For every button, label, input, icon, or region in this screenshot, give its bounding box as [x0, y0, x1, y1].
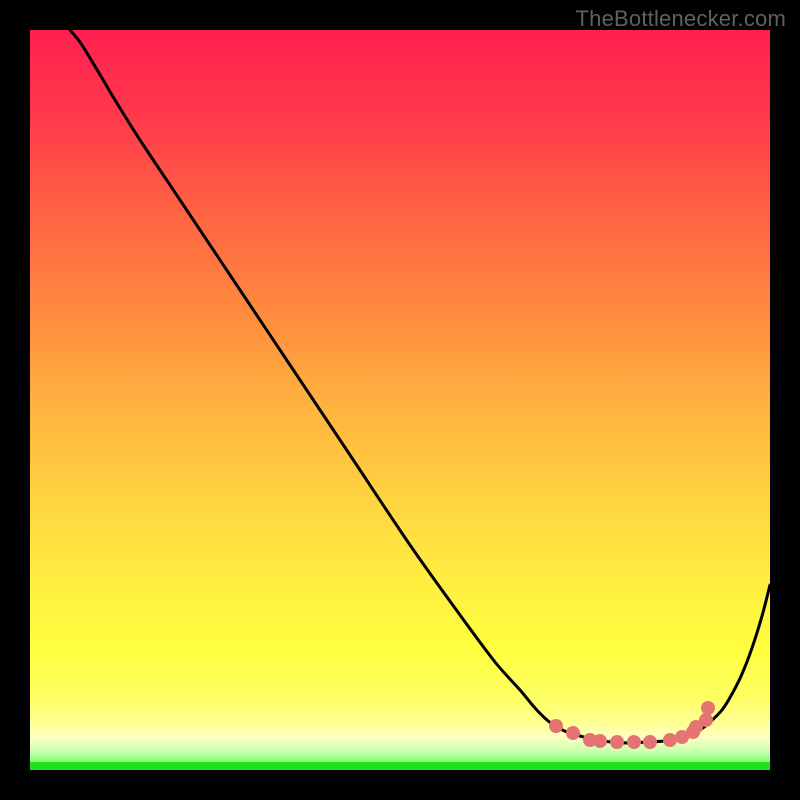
highlight-dot: [627, 735, 641, 749]
highlight-dot: [701, 701, 715, 715]
highlight-dot: [699, 713, 713, 727]
highlight-dot: [610, 735, 624, 749]
highlight-dots: [30, 30, 770, 770]
highlight-dot: [663, 733, 677, 747]
highlight-dot: [549, 719, 563, 733]
highlight-dot: [643, 735, 657, 749]
highlight-dot: [566, 726, 580, 740]
plot-area: [30, 30, 770, 770]
highlight-dot: [593, 734, 607, 748]
chart-canvas: TheBottlenecker.com: [0, 0, 800, 800]
watermark-text: TheBottlenecker.com: [576, 6, 786, 32]
